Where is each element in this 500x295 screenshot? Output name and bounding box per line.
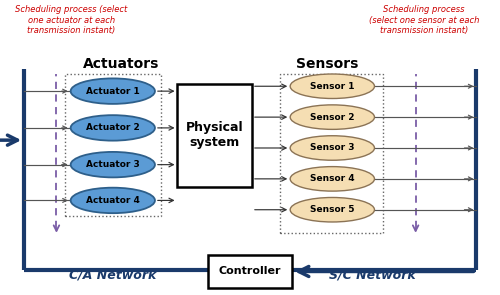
- Text: Scheduling process
(select one sensor at each
transmission instant): Scheduling process (select one sensor at…: [369, 5, 479, 35]
- Ellipse shape: [290, 136, 374, 160]
- FancyBboxPatch shape: [178, 84, 252, 187]
- Ellipse shape: [70, 78, 155, 104]
- Ellipse shape: [290, 167, 374, 191]
- Text: Actuator 1: Actuator 1: [86, 87, 140, 96]
- Ellipse shape: [70, 188, 155, 213]
- Text: S/C Network: S/C Network: [329, 268, 416, 281]
- Text: Actuator 2: Actuator 2: [86, 123, 140, 132]
- Text: Sensor 1: Sensor 1: [310, 82, 354, 91]
- Ellipse shape: [290, 105, 374, 130]
- Text: Scheduling process (select
one actuator at each
transmission instant): Scheduling process (select one actuator …: [15, 5, 128, 35]
- Bar: [280, 74, 384, 233]
- Ellipse shape: [70, 115, 155, 141]
- Text: Actuators: Actuators: [84, 57, 160, 71]
- Text: Sensor 4: Sensor 4: [310, 174, 354, 183]
- Ellipse shape: [290, 74, 374, 99]
- Ellipse shape: [290, 197, 374, 222]
- Text: C/A Network: C/A Network: [69, 268, 156, 281]
- Text: Controller: Controller: [219, 266, 281, 276]
- Text: Sensor 5: Sensor 5: [310, 205, 354, 214]
- Text: Sensor 3: Sensor 3: [310, 143, 354, 153]
- Ellipse shape: [70, 152, 155, 177]
- Text: Actuator 4: Actuator 4: [86, 196, 140, 205]
- Bar: [65, 74, 161, 216]
- Text: Sensors: Sensors: [296, 57, 358, 71]
- Text: Actuator 3: Actuator 3: [86, 160, 140, 169]
- Text: Physical
system: Physical system: [186, 121, 244, 149]
- FancyBboxPatch shape: [208, 255, 292, 288]
- Text: Sensor 2: Sensor 2: [310, 113, 354, 122]
